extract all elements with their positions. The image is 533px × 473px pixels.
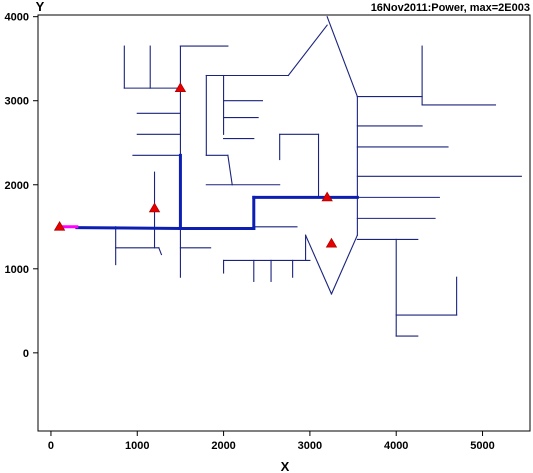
network-line-segment [227,154,233,186]
plot-frame [37,14,531,432]
y-tick-label: 0 [23,348,29,360]
y-tick-label: 2000 [5,180,29,192]
y-tick-label: 4000 [5,12,29,24]
x-tick-label: 0 [48,440,54,452]
triangle-marker [53,220,66,231]
chart-title: 16Nov2011:Power, max=2E003 [371,2,530,14]
x-tick-label: 3000 [298,440,322,452]
y-tick-label: 1000 [5,264,29,276]
triangle-marker [321,191,333,202]
network-line-segment [304,234,333,295]
network-line-segment [326,15,359,98]
network-line-segment [158,247,163,256]
plot-marks [53,15,522,337]
triangle-marker [325,237,338,248]
triangle-marker [174,82,187,93]
y-tick-label: 3000 [5,96,29,108]
x-axis-title: X [281,459,290,473]
axis-ticks: 0 1000 2000 3000 4000 5000 0 1000 2000 3000 4000 [5,12,495,452]
y-axis-title: Y [36,0,45,14]
x-tick-label: 5000 [470,440,494,452]
x-tick-label: 4000 [384,440,408,452]
power-flow-segment [75,226,182,230]
x-tick-label: 1000 [125,440,149,452]
network-line-segment [287,24,328,77]
network-line-segment [330,234,359,295]
triangle-marker [148,202,161,213]
x-tick-label: 2000 [211,440,235,452]
